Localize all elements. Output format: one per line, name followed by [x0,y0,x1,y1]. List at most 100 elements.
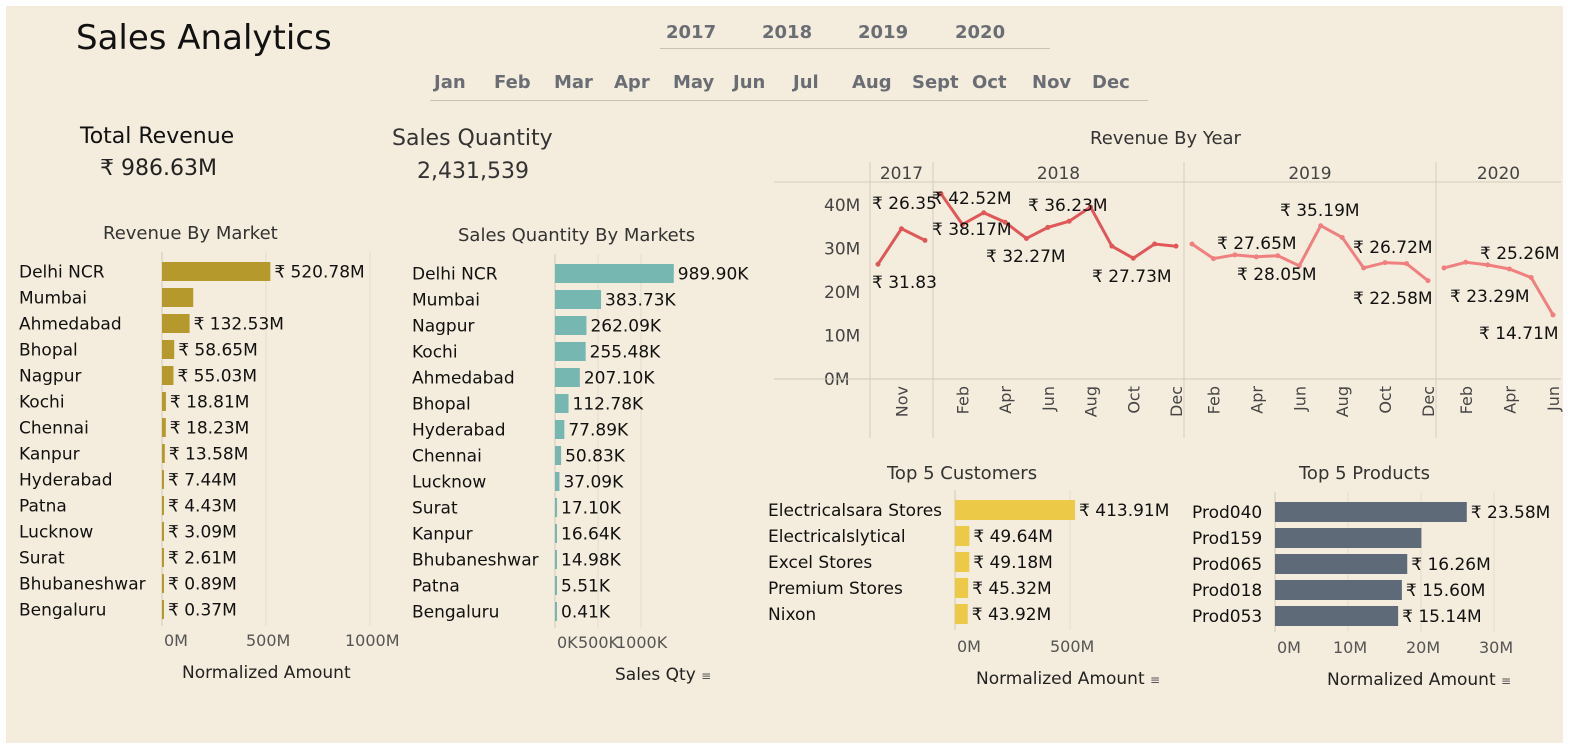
month-filter-aug[interactable]: Aug [852,72,892,93]
data-point[interactable] [1550,312,1556,318]
month-filter-feb[interactable]: Feb [494,72,531,93]
bar[interactable] [555,290,602,309]
customers-xlabel-text: Normalized Amount [976,669,1145,689]
sort-descending-icon[interactable]: ≡ [1150,673,1161,687]
series-line[interactable] [1191,223,1429,282]
bar[interactable] [162,314,190,333]
year-filter-2019[interactable]: 2019 [858,22,909,43]
data-point[interactable] [1441,265,1447,271]
year-filter-2020[interactable]: 2020 [955,22,1006,43]
data-point[interactable] [1023,235,1029,241]
data-point[interactable] [1528,275,1534,281]
bar[interactable] [162,470,164,489]
bar[interactable] [162,496,164,515]
bar[interactable] [162,522,164,541]
bar[interactable] [162,548,164,567]
bar[interactable] [162,262,271,281]
bar[interactable] [555,420,565,439]
data-point[interactable] [1066,218,1072,224]
data-point[interactable] [1088,204,1094,210]
bar[interactable] [555,576,557,595]
data-point[interactable] [1232,252,1238,258]
bar[interactable] [555,394,569,413]
bar[interactable] [555,264,674,283]
data-point[interactable] [938,191,944,197]
products-xlabel: Normalized Amount ≡ [1327,670,1511,690]
data-point[interactable] [1339,234,1345,240]
bar[interactable] [955,552,970,572]
year-filter-2017[interactable]: 2017 [666,22,717,43]
data-point[interactable] [1002,219,1008,225]
data-point[interactable] [1109,243,1115,249]
data-point[interactable] [1189,241,1195,247]
month-filter-apr[interactable]: Apr [614,72,650,93]
series-line[interactable] [1443,260,1555,316]
bar[interactable] [555,446,562,465]
bar[interactable] [955,604,968,624]
month-filter-oct[interactable]: Oct [972,72,1007,93]
data-point[interactable] [922,237,928,243]
data-point[interactable] [875,261,881,267]
month-filter-may[interactable]: May [673,72,715,93]
data-point[interactable] [1173,243,1179,249]
data-label: ₹ 55.03M [177,367,257,387]
bar[interactable] [955,500,1076,520]
bar[interactable] [555,368,580,387]
bar[interactable] [555,316,587,335]
bar[interactable] [162,418,166,437]
month-filter-jul[interactable]: Jul [793,72,819,93]
data-point[interactable] [1404,261,1410,267]
data-point[interactable] [981,210,987,216]
month-filter-jun[interactable]: Jun [733,72,766,93]
bar[interactable] [162,340,175,359]
data-point[interactable] [1463,259,1469,265]
data-point[interactable] [1152,241,1158,247]
data-point[interactable] [1045,224,1051,230]
data-point[interactable] [1382,260,1388,266]
bar[interactable] [555,550,557,569]
bar[interactable] [1275,502,1467,522]
data-point[interactable] [1275,253,1281,259]
data-point[interactable] [899,226,904,232]
data-point[interactable] [1130,255,1136,261]
bar[interactable] [162,288,194,307]
bar[interactable] [1275,580,1402,600]
month-filter-sept[interactable]: Sept [912,72,959,93]
month-filter-dec[interactable]: Dec [1092,72,1130,93]
bar[interactable] [162,366,174,385]
bar[interactable] [555,498,558,517]
bar[interactable] [162,574,164,593]
series-line[interactable] [876,226,926,266]
bar[interactable] [162,600,164,619]
month-filter-jan[interactable]: Jan [434,72,466,93]
bar[interactable] [555,342,586,361]
bar[interactable] [1275,554,1408,574]
data-point[interactable] [959,221,965,227]
data-point[interactable] [1485,262,1491,268]
sort-descending-icon[interactable]: ≡ [1501,674,1512,688]
category-label: Bhubaneshwar [412,551,539,571]
data-point[interactable] [1506,266,1512,272]
revenue-by-market-chart: 0M 500M 1000M Delhi NCR ₹ 520.78M Mumbai Ahmed… [19,252,400,650]
data-point[interactable] [1253,254,1259,260]
bar[interactable] [555,524,557,543]
series-line[interactable] [939,192,1177,260]
sort-descending-icon[interactable]: ≡ [701,669,712,683]
data-point[interactable] [1296,263,1302,269]
data-point[interactable] [1210,256,1216,262]
bar[interactable] [555,602,557,621]
data-point[interactable] [1361,265,1367,271]
bar[interactable] [1275,528,1422,548]
bar[interactable] [1275,606,1399,626]
category-label: Ahmedabad [19,315,122,335]
bar[interactable] [162,392,166,411]
bar[interactable] [955,526,970,546]
bar[interactable] [955,578,969,598]
data-point[interactable] [1425,278,1431,284]
month-filter-nov[interactable]: Nov [1032,72,1072,93]
year-filter-2018[interactable]: 2018 [762,22,813,43]
bar[interactable] [555,472,560,491]
data-point[interactable] [1318,223,1324,229]
month-filter-mar[interactable]: Mar [554,72,593,93]
bar[interactable] [162,444,165,463]
